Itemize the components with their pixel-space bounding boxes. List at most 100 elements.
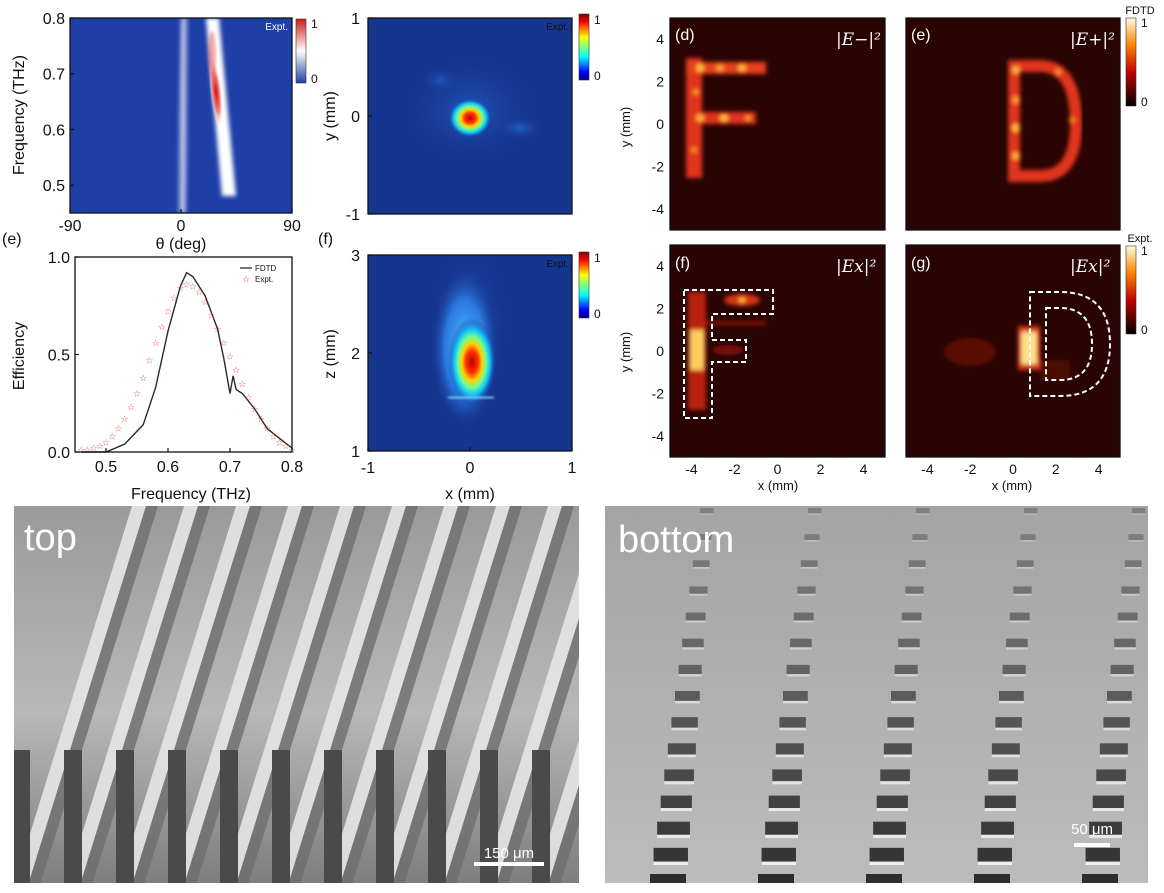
y-tick-label: 0 <box>656 343 664 359</box>
y-tick-label: -4 <box>652 201 665 217</box>
expt-point: ☆ <box>251 405 259 415</box>
x-tick-label: 1 <box>568 460 577 477</box>
pillar-front <box>14 750 30 883</box>
pillar-block <box>974 874 1010 883</box>
y-tick-label: 2 <box>656 301 664 317</box>
dispersion-cbar-min: 0 <box>311 72 318 86</box>
focal-xy-cbar-max: 1 <box>594 13 601 27</box>
pillar-ridge <box>14 506 146 883</box>
pillar-block <box>1024 508 1038 514</box>
focal-xy-colorbar <box>578 13 590 81</box>
pillar-block <box>991 743 1020 755</box>
pillar-block <box>876 795 908 809</box>
pillar-edge <box>977 861 1012 865</box>
pillar-front <box>168 750 186 883</box>
expt-point: ☆ <box>83 446 91 456</box>
pillar-block <box>667 743 696 755</box>
pillar-edge <box>1002 674 1026 677</box>
pillar-edge <box>898 647 920 650</box>
expt-point: ☆ <box>276 438 284 448</box>
pillar-block <box>873 821 906 835</box>
pillar-edge <box>901 620 922 623</box>
y-tick-label: 4 <box>656 31 664 47</box>
sem-photo-bottom: bottom 50 μm <box>605 506 1148 892</box>
hologram-f: (f) |Ex|² 4 2 0 -2 -4 -4 -2 0 2 4 x (mm) y (mm) <box>618 244 886 493</box>
pillar-edge <box>692 567 710 569</box>
pillar-edge <box>995 727 1022 731</box>
expt-point: ☆ <box>96 442 104 452</box>
pillar-edge <box>1013 593 1032 596</box>
y-tick-label: 0.7 <box>43 67 65 84</box>
pillar-ridge <box>274 506 406 883</box>
hologram-e: (e) |E+|² FDTD 1 0 <box>905 5 1155 231</box>
hologram-g-cbar-title: Expt. <box>1127 233 1152 245</box>
pillar-block <box>678 664 702 675</box>
expt-point: ☆ <box>170 294 178 304</box>
pillar-shadow <box>184 506 314 883</box>
sem-bottom-pillars <box>650 508 1146 892</box>
y-tick-label: -1 <box>346 207 360 224</box>
y-tick-label: 0 <box>351 109 360 126</box>
pillar-block <box>765 821 798 835</box>
pillar-block <box>1013 586 1032 594</box>
pillar-block <box>804 534 820 541</box>
expt-point: ☆ <box>108 432 116 442</box>
pillar-block <box>898 638 920 648</box>
expt-point: ☆ <box>263 425 271 435</box>
pillar-edge <box>682 647 704 650</box>
pillar-edge <box>793 620 814 623</box>
expt-point: ☆ <box>114 425 122 435</box>
pillar-edge <box>891 700 916 704</box>
pillar-edge <box>916 513 930 515</box>
focal-xy-sidelobe <box>496 116 544 140</box>
pillar-edge <box>689 593 708 596</box>
pillar-block <box>1124 560 1142 567</box>
pillar-block <box>664 769 694 782</box>
pillar-block <box>905 586 924 594</box>
hologram-e-cbar-max: 1 <box>1141 16 1148 30</box>
pillar-edge <box>1082 888 1118 892</box>
pillar-block <box>1092 795 1124 809</box>
pillar-edge <box>660 808 692 812</box>
hologram-d-ylabel: y (mm) <box>618 107 633 147</box>
expt-point: ☆ <box>145 356 153 366</box>
hologram-g-cbar-min: 0 <box>1141 323 1148 337</box>
pillar-edge <box>775 754 804 758</box>
focal-xy-spot <box>448 98 492 138</box>
efficiency-ylabel: Efficiency <box>11 322 28 390</box>
pillar-edge <box>786 674 810 677</box>
pillar-edge <box>765 834 798 839</box>
pillar-edge <box>758 888 794 892</box>
pillar-shadow <box>80 506 210 883</box>
pillar-block <box>779 717 806 728</box>
pillar-block <box>671 717 698 728</box>
pillar-block <box>1089 821 1122 835</box>
y-tick-label: 1 <box>351 444 360 461</box>
pillar-shadow <box>340 506 470 883</box>
pillar-edge <box>991 754 1020 758</box>
pillar-edge <box>678 674 702 677</box>
pillar-edge <box>800 567 818 569</box>
pillar-block <box>650 874 686 883</box>
pillar-block <box>999 691 1024 701</box>
pillar-block <box>1110 664 1134 675</box>
hologram-d: (d) |E−|² 4 2 0 -2 -4 y (mm) <box>618 17 886 231</box>
expt-point: ☆ <box>158 323 166 333</box>
pillar-front <box>272 750 290 883</box>
expt-point: ☆ <box>139 374 147 384</box>
y-tick-label: 0 <box>656 116 664 132</box>
expt-point: ☆ <box>282 442 290 452</box>
efficiency-panel-label: (e) <box>2 231 22 248</box>
x-tick-label: 0.5 <box>95 459 117 476</box>
pillar-edge <box>866 888 902 892</box>
pillar-edge <box>1103 727 1130 731</box>
hologram-e-colorbar <box>1125 17 1137 107</box>
pillar-block <box>1103 717 1130 728</box>
pillar-edge <box>999 700 1024 704</box>
pillar-edge <box>1016 567 1034 569</box>
hologram-g: (g) |Ex|² Expt. 1 0 -4 -2 0 2 4 x (mm) <box>905 233 1153 493</box>
focal-xy-heatmap: Expt. 1 0 1 0 -1 y (mm) <box>322 11 601 224</box>
pillar-edge <box>912 540 928 542</box>
pillar-edge <box>1085 861 1120 865</box>
pillar-edge <box>797 593 816 596</box>
